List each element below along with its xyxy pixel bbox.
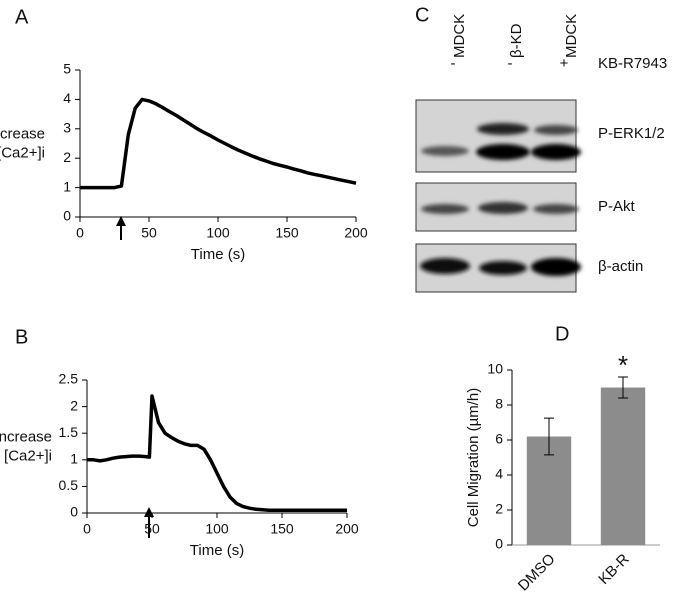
blot-panel bbox=[415, 182, 579, 232]
treatment-label: KB-R7943 bbox=[598, 55, 667, 72]
y-tick-label: 3 bbox=[63, 120, 71, 136]
x-tick-label: DMSO bbox=[515, 551, 559, 595]
x-tick-label: 50 bbox=[141, 225, 157, 241]
y-tick-label: 0 bbox=[70, 504, 78, 520]
y-tick-label: 0.5 bbox=[59, 477, 79, 493]
x-tick-label: 150 bbox=[275, 225, 299, 241]
treatment-sign: - bbox=[508, 55, 513, 72]
band-label: P-ERK1/2 bbox=[598, 125, 665, 142]
x-axis-label: Time (s) bbox=[191, 246, 245, 263]
y-tick-label: 8 bbox=[495, 396, 503, 412]
lane-label: MDCK bbox=[451, 14, 468, 58]
y-axis-label: Fold increase bbox=[0, 125, 45, 142]
blot-panel bbox=[415, 243, 581, 293]
blot-panel bbox=[415, 99, 581, 173]
x-tick-label: 0 bbox=[83, 521, 91, 537]
bar bbox=[600, 387, 646, 545]
x-tick-label: 100 bbox=[205, 521, 229, 537]
y-tick-label: 1 bbox=[63, 178, 71, 194]
x-tick-label: 0 bbox=[76, 225, 84, 241]
band-label: P-Akt bbox=[598, 198, 636, 215]
y-tick-label: 4 bbox=[495, 466, 503, 482]
y-tick-label: 2 bbox=[495, 501, 503, 517]
annotation: * bbox=[618, 350, 628, 380]
y-tick-label: 2.5 bbox=[59, 371, 79, 387]
y-tick-label: 10 bbox=[487, 361, 503, 377]
data-line bbox=[80, 97, 357, 190]
lane-label: MDCK bbox=[563, 14, 580, 58]
stimulus-arrow bbox=[116, 216, 126, 240]
y-tick-label: 1 bbox=[70, 451, 78, 467]
y-tick-label: 4 bbox=[63, 90, 71, 106]
y-tick-label: 5 bbox=[63, 61, 71, 77]
y-tick-label: 2 bbox=[70, 397, 78, 413]
panel-letter: C bbox=[415, 4, 429, 26]
x-tick-label: KB-R bbox=[595, 551, 632, 588]
panel-letter: B bbox=[15, 326, 28, 348]
y-tick-label: 0 bbox=[63, 208, 71, 224]
y-tick-label: 2 bbox=[63, 149, 71, 165]
panel-letter: D bbox=[555, 323, 569, 345]
x-axis-label: Time (s) bbox=[190, 542, 244, 559]
y-axis-label: Fold increase bbox=[0, 428, 52, 445]
x-tick-label: 150 bbox=[270, 521, 294, 537]
y-tick-label: 6 bbox=[495, 431, 503, 447]
x-tick-label: 50 bbox=[144, 521, 160, 537]
data-line bbox=[87, 394, 347, 513]
y-axis-label: in [Ca2+]i bbox=[0, 144, 45, 161]
x-tick-label: 100 bbox=[206, 225, 230, 241]
x-tick-label: 200 bbox=[344, 225, 368, 241]
x-tick-label: 200 bbox=[335, 521, 359, 537]
panel-letter: A bbox=[15, 6, 29, 28]
error-bar bbox=[618, 376, 628, 399]
y-axis-label: in [Ca2+]i bbox=[0, 447, 52, 464]
treatment-sign: - bbox=[451, 55, 456, 72]
error-bar bbox=[544, 417, 554, 456]
y-tick-label: 0 bbox=[495, 536, 503, 552]
y-tick-label: 1.5 bbox=[59, 424, 79, 440]
y-axis-label: Cell Migration (µm/h) bbox=[465, 388, 482, 528]
treatment-sign: + bbox=[560, 55, 569, 72]
band-label: β-actin bbox=[598, 258, 643, 275]
lane-label: β-KD bbox=[508, 23, 525, 58]
